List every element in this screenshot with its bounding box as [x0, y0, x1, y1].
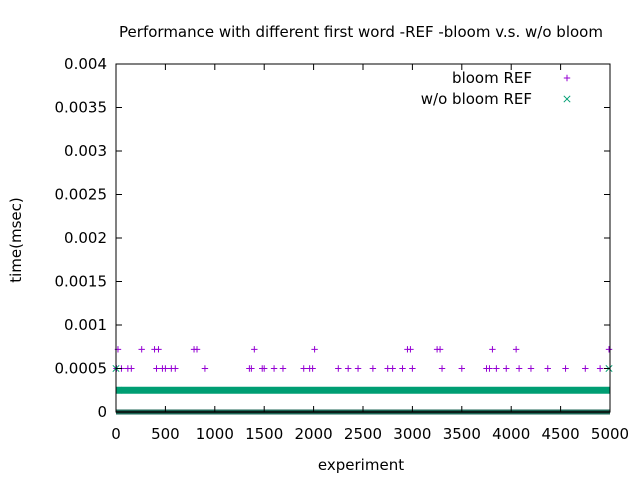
bloom-ref-point: [493, 365, 500, 372]
legend-marker-wo-bloom-ref: [563, 95, 571, 103]
x-tick-label: 5000: [591, 425, 629, 443]
bloom-ref-point: [335, 365, 342, 372]
bloom-ref-point: [512, 346, 520, 353]
bloom-ref-point: [311, 346, 318, 353]
bloom-ref-point: [596, 365, 604, 372]
legend-label-wo-bloom-ref: w/o bloom REF: [421, 90, 532, 108]
chart-title: Performance with different first word -R…: [119, 23, 603, 41]
y-tick-label: 0.001: [64, 316, 107, 334]
x-tick-label: 2500: [344, 425, 382, 443]
y-tick-label: 0.0035: [55, 99, 108, 117]
bloom-ref-point: [128, 365, 135, 372]
bloom-ref-point: [201, 365, 209, 372]
bloom-ref-point: [162, 365, 169, 372]
bloom-ref-point: [407, 346, 414, 353]
x-tick-label: 1500: [245, 425, 283, 443]
bloom-ref-point: [193, 346, 201, 353]
bloom-ref-point: [344, 365, 352, 372]
x-tick-label: 500: [151, 425, 180, 443]
bloom-ref-point: [458, 365, 465, 372]
bloom-ref-point: [544, 365, 551, 372]
x-axis-label: experiment: [318, 456, 404, 474]
bloom-ref-point: [138, 346, 145, 353]
bloom-ref-point: [248, 365, 255, 372]
y-tick-label: 0.003: [64, 142, 107, 160]
x-tick-label: 4000: [492, 425, 530, 443]
bloom-ref-point: [486, 365, 493, 372]
legend-label-bloom-ref: bloom REF: [452, 69, 532, 87]
y-tick-label: 0: [97, 403, 107, 421]
legend: bloom REF w/o bloom REF: [421, 69, 571, 108]
bloom-ref-point: [172, 365, 179, 372]
bloom-ref-point: [354, 365, 362, 372]
plot-area: [112, 346, 613, 415]
x-tick-label: 1000: [196, 425, 234, 443]
bloom-ref-point: [515, 365, 523, 372]
y-tick-label: 0.004: [64, 55, 107, 73]
bloom-ref-point: [436, 346, 444, 353]
x-tick-label: 0: [111, 425, 121, 443]
wo-bloom-ref-point: [115, 386, 123, 394]
y-tick-label: 0.0025: [55, 186, 108, 204]
y-tick-label: 0.0005: [55, 360, 108, 378]
bloom-ref-point: [503, 365, 510, 372]
bloom-ref-point: [389, 365, 396, 372]
y-axis-label: time(msec): [7, 197, 25, 283]
bloom-ref-point: [300, 365, 307, 372]
bloom-ref-point: [438, 365, 446, 372]
bloom-ref-point: [605, 346, 613, 353]
bloom-ref-point: [270, 365, 278, 372]
bloom-ref-point: [562, 365, 569, 372]
x-tick-label: 3500: [443, 425, 481, 443]
bloom-ref-point: [309, 365, 316, 372]
legend-marker-bloom-ref: [563, 74, 571, 82]
bloom-ref-point: [489, 346, 496, 353]
bloom-ref-point: [527, 365, 535, 372]
x-tick-label: 3000: [393, 425, 431, 443]
bloom-ref-point: [279, 365, 287, 372]
plot-frame: [115, 63, 611, 413]
x-tick-label: 2000: [295, 425, 333, 443]
bloom-ref-point: [155, 346, 162, 353]
bloom-ref-point: [251, 346, 258, 353]
bloom-ref-point: [582, 365, 589, 372]
y-tick-label: 0.0015: [55, 273, 108, 291]
y-tick-label: 0.002: [64, 229, 107, 247]
bloom-ref-point: [261, 365, 268, 372]
bloom-ref-point: [399, 365, 406, 372]
bloom-ref-point: [153, 365, 160, 372]
bloom-ref-point: [369, 365, 377, 372]
dense-band-upper: [116, 386, 610, 394]
x-tick-label: 4500: [542, 425, 580, 443]
axes: 0 0.0005 0.001 0.0015 0.002 0.0025 0.003 0.0035…: [55, 55, 630, 443]
bloom-ref-point: [409, 365, 416, 372]
